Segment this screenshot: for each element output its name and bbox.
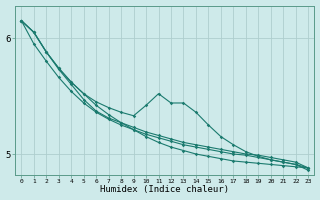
X-axis label: Humidex (Indice chaleur): Humidex (Indice chaleur) (100, 185, 229, 194)
